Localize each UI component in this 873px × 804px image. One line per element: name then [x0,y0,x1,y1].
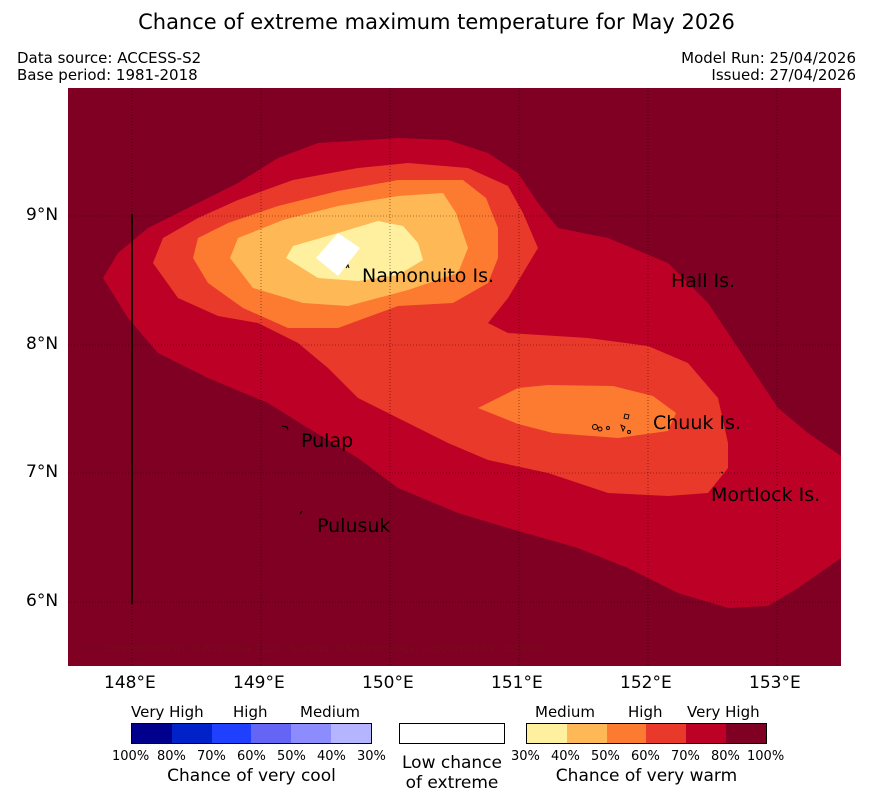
probability-map: Namonuito Is. Hall Is. Chuuk Is. Pulap M… [68,88,841,666]
cool-swatch-3 [211,724,252,743]
lon-tick-151: 151°E [491,673,543,693]
model-run-label: Model Run: 25/04/2026 [681,49,856,67]
cool-tick-100: 100% [112,749,150,764]
copyright-watermark: © Commonwealth of Australia 2026, Bureau… [84,642,547,655]
warm-tick-100: 100% [747,749,785,764]
warm-tick-80: 80% [711,749,740,764]
lon-tick-150: 150°E [362,673,414,693]
cool-swatch-6 [331,724,371,743]
warm-swatch-4 [646,724,687,743]
cool-tick-60: 60% [237,749,266,764]
warm-tick-40: 40% [551,749,580,764]
chart-title: Chance of extreme maximum temperature fo… [138,10,735,34]
warm-swatch-3 [606,724,647,743]
warm-tick-60: 60% [631,749,660,764]
mortlock-island-mark [720,471,724,474]
cool-caption: Chance of very cool [167,766,336,786]
warm-tick-30: 30% [511,749,540,764]
lon-tick-152: 152°E [620,673,672,693]
low-chance-caption-1: Low chance [402,753,502,773]
label-pulap: Pulap [301,430,353,452]
label-namonuito: Namonuito Is. [362,265,494,287]
cool-swatch-2 [171,724,212,743]
warm-tick-70: 70% [671,749,700,764]
low-chance-caption-2: of extreme [405,773,499,793]
lon-tick-153: 153°E [749,673,801,693]
cool-medium-label: Medium [300,703,360,721]
warm-tick-50: 50% [591,749,620,764]
label-mortlock: Mortlock Is. [711,484,820,506]
cool-tick-50: 50% [277,749,306,764]
warm-swatch-5 [686,724,727,743]
cool-tick-80: 80% [157,749,186,764]
lat-tick-9: 9°N [26,205,59,225]
issued-label: Issued: 27/04/2026 [711,66,856,84]
cool-swatch-1 [132,724,172,743]
warm-swatch-1 [527,724,567,743]
namonuito-island-mark [345,263,350,269]
warm-very-high-label: Very High [687,703,760,721]
cool-tick-30: 30% [357,749,386,764]
cool-colorbar [131,723,372,744]
label-hall: Hall Is. [671,270,735,292]
warm-high-label: High [628,703,663,721]
lon-tick-149: 149°E [233,673,285,693]
cool-very-high-label: Very High [131,703,204,721]
pulap-island-mark [281,425,289,431]
pulusuk-island-mark [299,510,303,515]
cool-tick-40: 40% [317,749,346,764]
low-chance-swatch [399,723,505,744]
warm-swatch-2 [566,724,607,743]
label-pulusuk: Pulusuk [317,515,390,537]
lat-tick-8: 8°N [26,334,59,354]
lat-tick-7: 7°N [26,462,59,482]
data-source-label: Data source: ACCESS-S2 [17,49,202,67]
lon-tick-148: 148°E [104,673,156,693]
base-period-label: Base period: 1981-2018 [17,66,198,84]
warm-medium-label: Medium [535,703,595,721]
warm-colorbar [526,723,767,744]
contour-low-chance [316,233,360,276]
cool-high-label: High [233,703,268,721]
chuuk-island-marks [592,413,631,434]
lat-tick-6: 6°N [26,591,59,611]
cool-tick-70: 70% [197,749,226,764]
warm-caption: Chance of very warm [555,766,738,786]
label-chuuk: Chuuk Is. [653,412,741,434]
cool-swatch-4 [251,724,292,743]
warm-swatch-6 [726,724,766,743]
cool-swatch-5 [291,724,332,743]
